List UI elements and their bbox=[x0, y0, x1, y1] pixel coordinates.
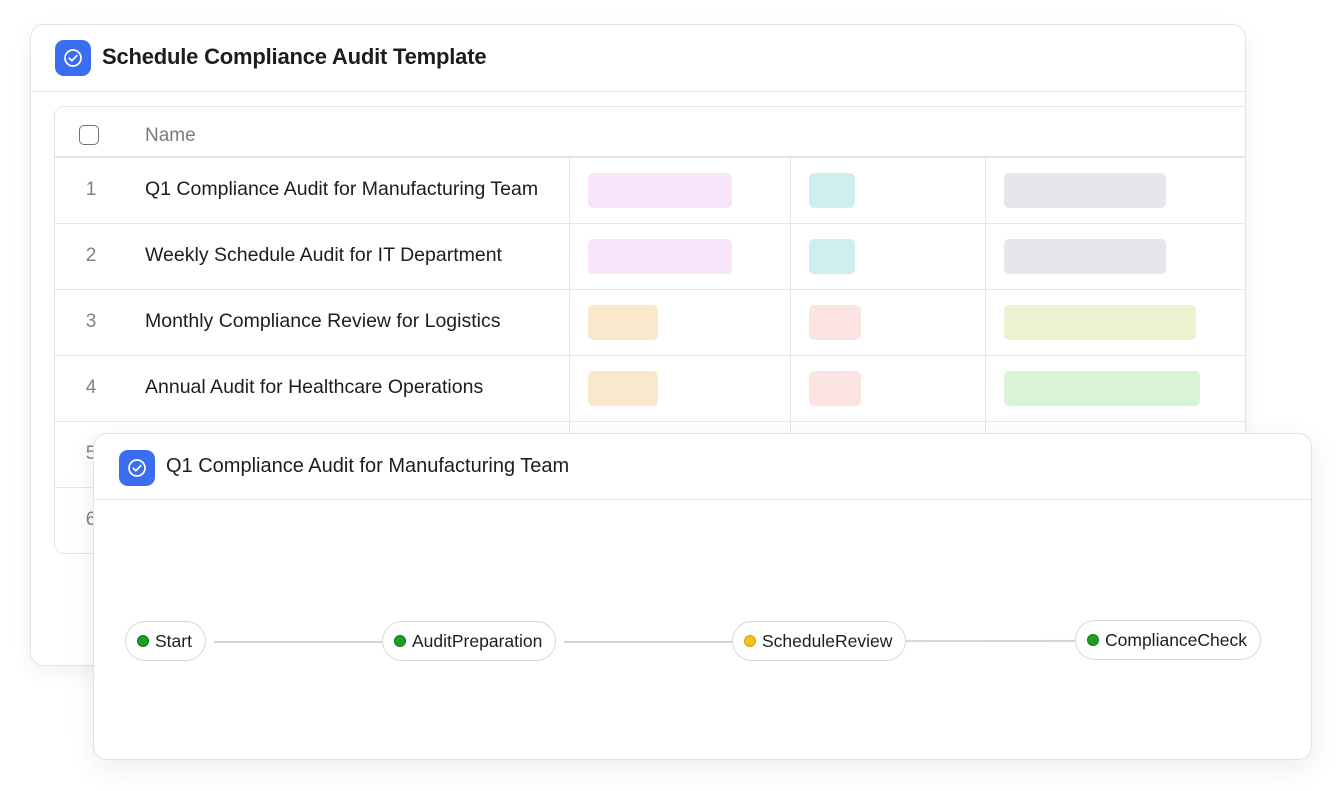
workflow-node-label: AuditPreparation bbox=[412, 630, 543, 651]
table-row[interactable]: 6 bbox=[55, 487, 1245, 553]
column-divider bbox=[569, 157, 570, 553]
column-header-name[interactable]: Name bbox=[145, 125, 196, 146]
tag-pill[interactable] bbox=[588, 305, 658, 340]
workflow-node-label: ScheduleReview bbox=[762, 630, 893, 651]
detail-title: Q1 Compliance Audit for Manufacturing Te… bbox=[166, 455, 570, 477]
workflow-node-compliance-check[interactable]: ComplianceCheck bbox=[1075, 620, 1262, 660]
workflow-connector bbox=[214, 641, 384, 643]
workflow-node-label: ComplianceCheck bbox=[1105, 629, 1248, 650]
detail-window-header: Q1 Compliance Audit for Manufacturing Te… bbox=[94, 434, 1311, 500]
workflow-node-label: Start bbox=[155, 630, 192, 651]
status-done-icon bbox=[1087, 634, 1099, 646]
tag-pill[interactable] bbox=[1004, 371, 1200, 406]
check-circle-icon bbox=[119, 450, 155, 486]
template-title: Schedule Compliance Audit Template bbox=[102, 44, 487, 69]
row-number: 3 bbox=[85, 311, 97, 332]
row-number: 2 bbox=[85, 245, 97, 266]
row-number: 5 bbox=[85, 443, 97, 464]
column-divider bbox=[985, 157, 986, 553]
row-name[interactable]: Weekly Schedule Audit for IT Department bbox=[145, 244, 502, 266]
tag-pill[interactable] bbox=[809, 173, 855, 208]
workflow-connector bbox=[564, 641, 734, 643]
workflow-connector bbox=[905, 639, 1077, 642]
table-row[interactable]: 2 Weekly Schedule Audit for IT Departmen… bbox=[55, 223, 1245, 290]
row-name[interactable]: Q1 Compliance Audit for Manufacturing Te… bbox=[145, 178, 539, 200]
column-divider bbox=[790, 157, 791, 553]
select-all-checkbox[interactable] bbox=[79, 125, 99, 145]
status-done-icon bbox=[394, 635, 406, 647]
row-number: 1 bbox=[85, 179, 97, 200]
workflow-node-start[interactable]: Start bbox=[125, 621, 206, 661]
tag-pill[interactable] bbox=[1004, 173, 1166, 208]
tag-pill[interactable] bbox=[588, 371, 658, 406]
tag-pill[interactable] bbox=[588, 173, 732, 208]
check-circle-icon bbox=[55, 40, 91, 76]
tag-pill[interactable] bbox=[809, 305, 861, 340]
tag-pill[interactable] bbox=[588, 239, 732, 274]
tag-pill[interactable] bbox=[809, 239, 855, 274]
row-number: 4 bbox=[85, 377, 97, 398]
detail-window: Q1 Compliance Audit for Manufacturing Te… bbox=[93, 433, 1312, 760]
workflow-node-schedule-review[interactable]: ScheduleReview bbox=[732, 621, 907, 661]
table-row[interactable]: 3 Monthly Compliance Review for Logistic… bbox=[55, 289, 1245, 356]
workflow-node-audit-preparation[interactable]: AuditPreparation bbox=[382, 621, 557, 661]
tag-pill[interactable] bbox=[1004, 239, 1166, 274]
row-name[interactable]: Annual Audit for Healthcare Operations bbox=[145, 376, 484, 398]
table-row[interactable]: 1 Q1 Compliance Audit for Manufacturing … bbox=[55, 157, 1245, 224]
table-row[interactable]: 4 Annual Audit for Healthcare Operations bbox=[55, 355, 1245, 422]
tag-pill[interactable] bbox=[1004, 305, 1196, 340]
table-header: Name bbox=[55, 107, 1245, 158]
tag-pill[interactable] bbox=[809, 371, 861, 406]
status-done-icon bbox=[137, 635, 149, 647]
row-number: 6 bbox=[85, 509, 97, 530]
template-window-header: Schedule Compliance Audit Template bbox=[31, 25, 1245, 92]
row-name[interactable]: Monthly Compliance Review for Logistics bbox=[145, 310, 501, 332]
status-pending-icon bbox=[744, 635, 756, 647]
